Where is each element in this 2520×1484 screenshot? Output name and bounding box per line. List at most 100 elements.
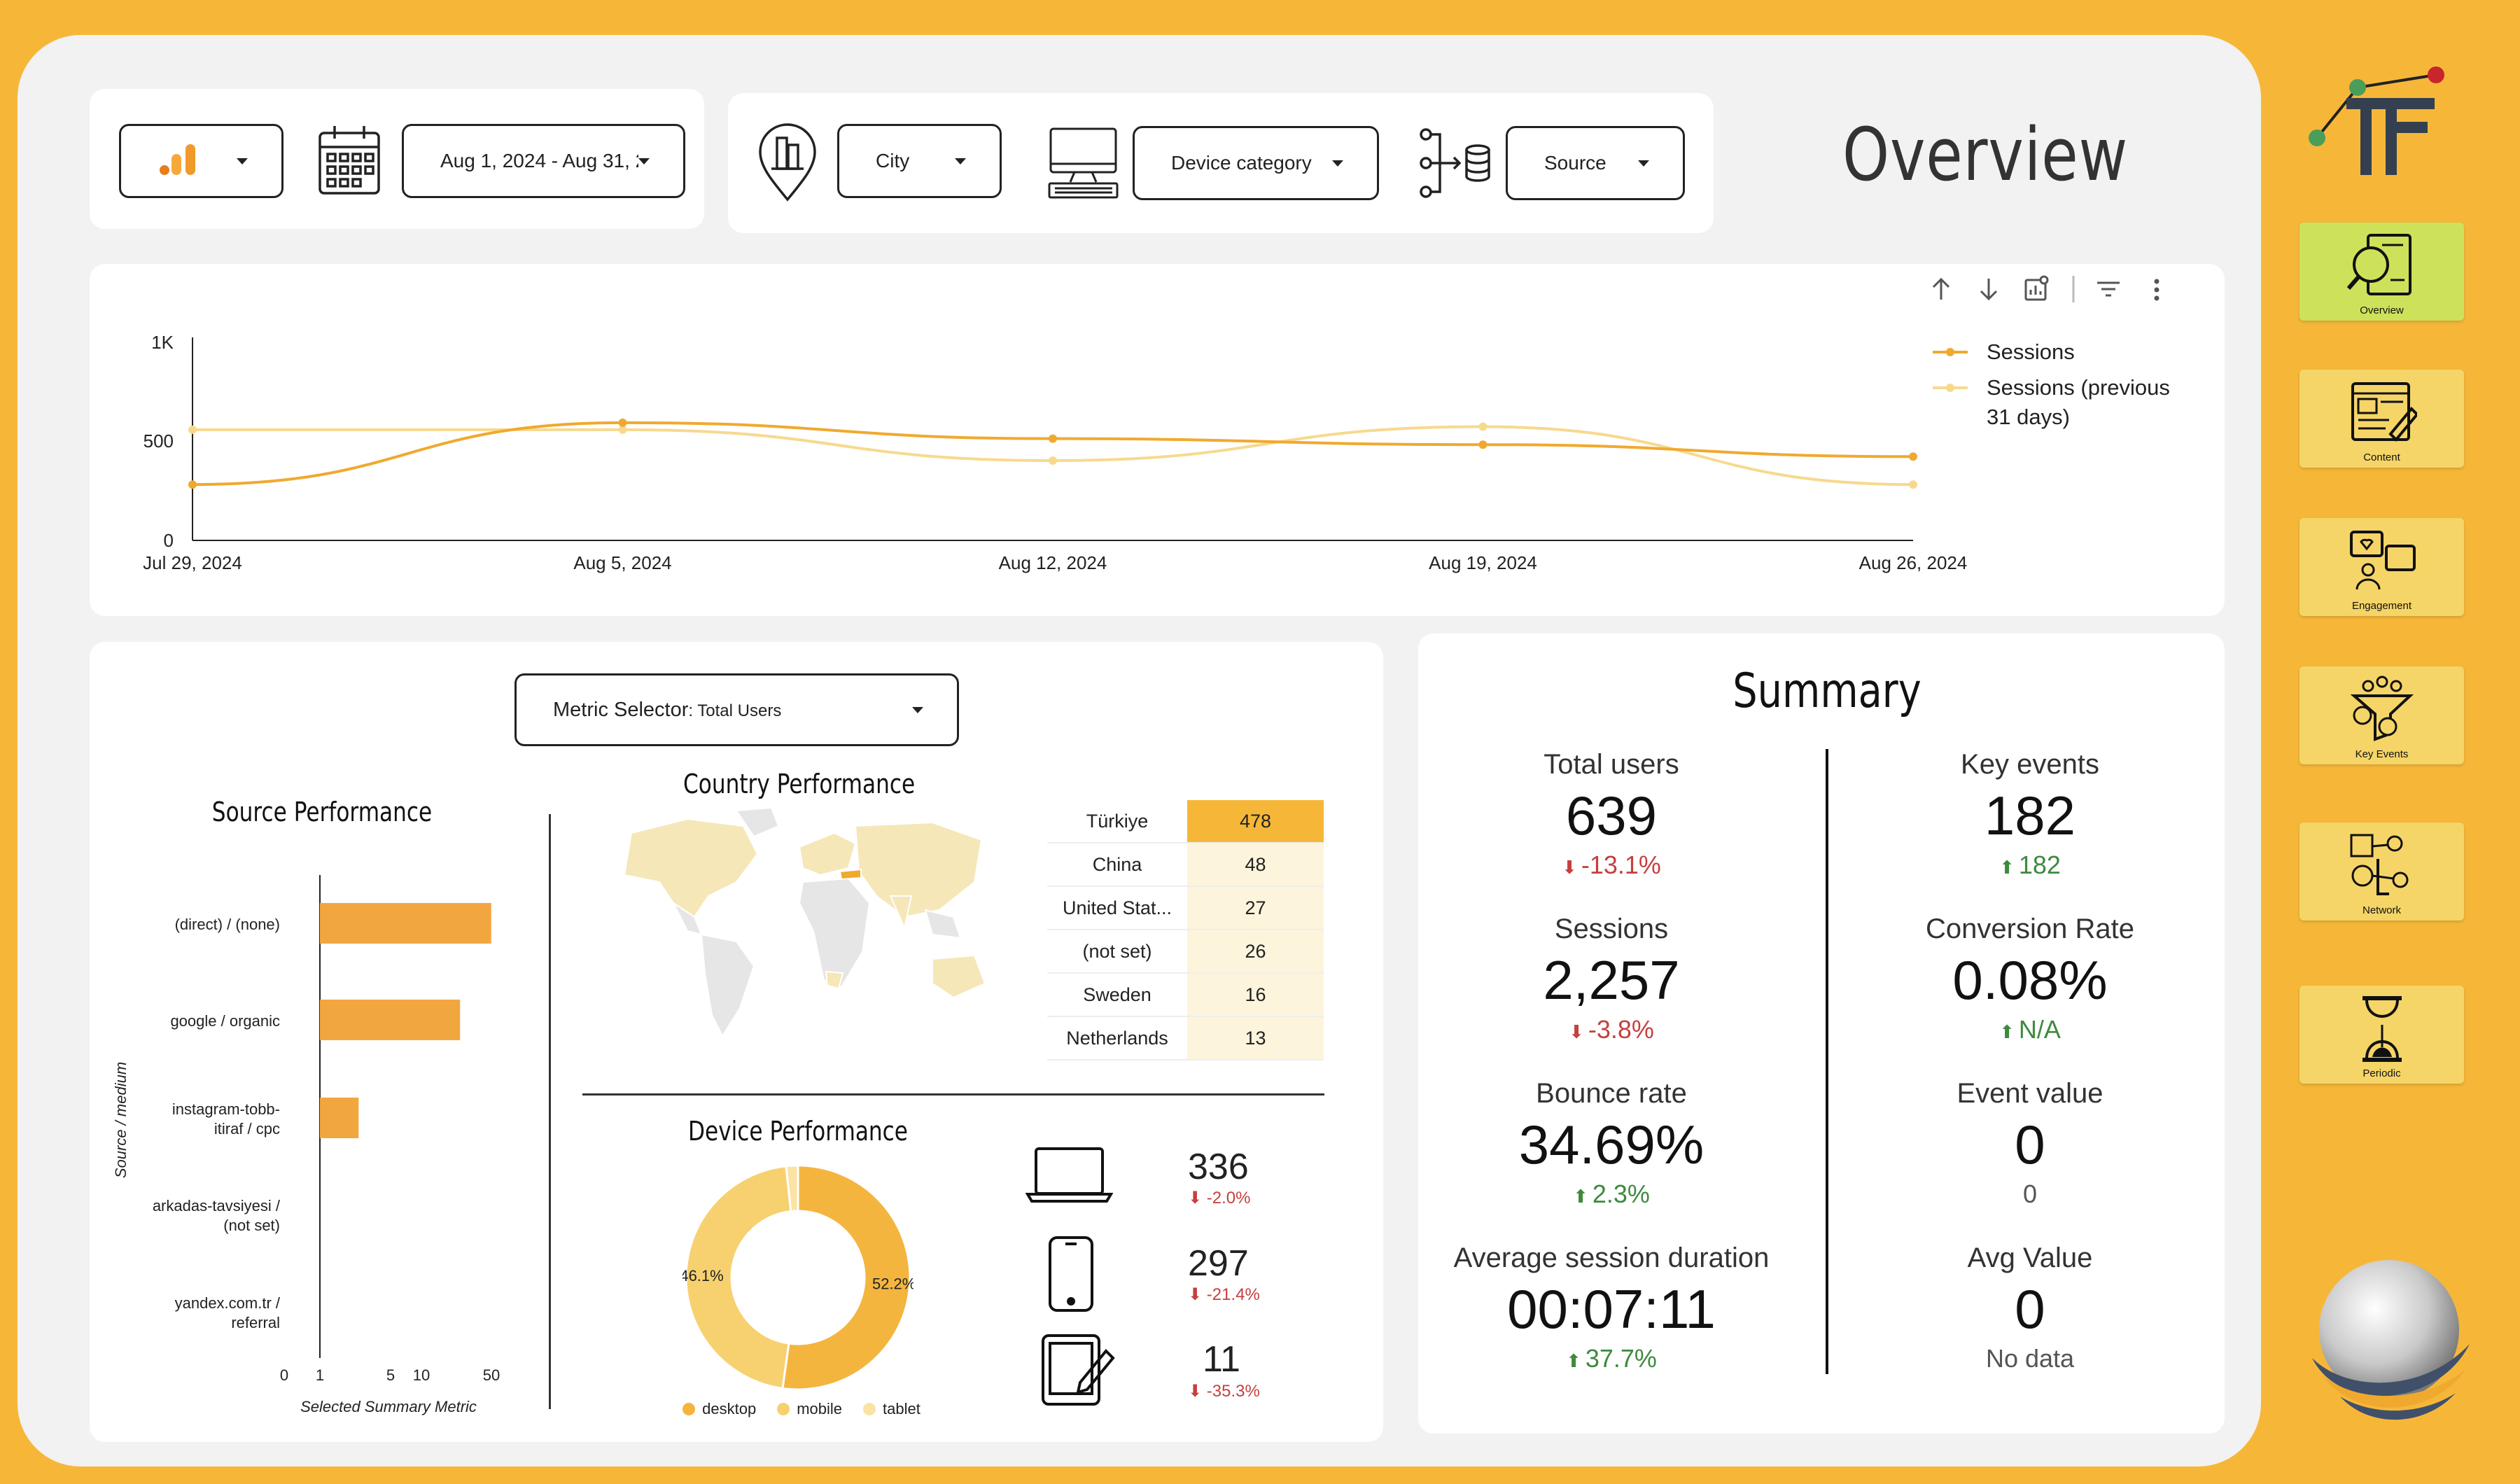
metric-label: Sessions	[1554, 913, 1669, 944]
nav-item-engagement[interactable]: Engagement	[2300, 518, 2464, 616]
donut-slice-mobile[interactable]	[685, 1165, 792, 1390]
nav-item-label: Overview	[2360, 304, 2404, 316]
city-dropdown[interactable]: City	[837, 124, 1002, 198]
x-tick-label: Aug 19, 2024	[1429, 552, 1537, 573]
date-range-dropdown[interactable]: Aug 1, 2024 - Aug 31, 2	[402, 124, 685, 198]
source-performance-title: Source Performance	[211, 797, 433, 827]
map-south-america	[700, 933, 755, 1038]
legend-previous-line2: 31 days)	[1987, 405, 2070, 429]
x-tick-label: Aug 26, 2024	[1859, 552, 1968, 573]
series-point-1[interactable]	[1049, 456, 1057, 465]
y-tick-label: 500	[144, 430, 174, 451]
map-south-africa	[825, 970, 844, 990]
map-asia	[854, 821, 983, 918]
country-value: 27	[1187, 886, 1324, 930]
metric-value: 0.08%	[1952, 949, 2108, 1011]
series-point-1[interactable]	[1909, 480, 1917, 489]
chevron-down-icon	[237, 158, 248, 164]
summary-divider	[1826, 749, 1828, 1374]
country-name: China	[1047, 843, 1187, 887]
nav-item-content[interactable]: Content	[2300, 370, 2464, 468]
nav-item-overview[interactable]: Overview	[2300, 223, 2464, 321]
source-category-label: (not set)	[223, 1217, 280, 1234]
metric-label: Conversion Rate	[1926, 913, 2134, 944]
arrow-up-icon[interactable]	[1932, 277, 1950, 300]
nav-item-network[interactable]: Network	[2300, 822, 2464, 920]
metric-selector-value: : Total Users	[688, 701, 782, 720]
series-point-0[interactable]	[1478, 440, 1488, 449]
source-category-label: google / organic	[170, 1012, 280, 1030]
device-category-dropdown[interactable]: Device category	[1133, 126, 1379, 200]
source-bar-chart: Source / medium Selected Summary Metric …	[112, 875, 500, 1415]
metric-delta: 0	[1848, 1180, 2212, 1209]
legend-dot	[777, 1403, 790, 1415]
vertical-divider	[549, 814, 551, 1409]
metric-delta: ⬇ -3.8%	[1429, 1015, 1793, 1044]
series-point-1[interactable]	[618, 425, 627, 434]
legend-item-tablet[interactable]: tablet	[863, 1400, 920, 1418]
tablet-icon	[1040, 1334, 1116, 1410]
metric-value: 2,257	[1543, 949, 1680, 1011]
legend-item-mobile[interactable]: mobile	[777, 1400, 842, 1418]
metric-delta-value: N/A	[2018, 1015, 2061, 1044]
table-row[interactable]: (not set) 26	[1047, 930, 1324, 974]
analytics-account-dropdown[interactable]	[119, 124, 284, 198]
legend-item-desktop[interactable]: desktop	[682, 1400, 756, 1418]
source-dropdown-label: Source	[1544, 152, 1606, 174]
source-x-tick: 10	[413, 1366, 430, 1384]
chart-settings-icon[interactable]	[2024, 275, 2049, 301]
donut-slice-desktop[interactable]	[781, 1164, 911, 1391]
donut-slice-tablet[interactable]	[785, 1164, 799, 1213]
series-point-0[interactable]	[618, 418, 627, 427]
table-row[interactable]: Netherlands 13	[1047, 1016, 1324, 1060]
nav-item-label: Key Events	[2355, 748, 2409, 760]
source-bar[interactable]	[320, 1000, 461, 1040]
chevron-down-icon	[1638, 160, 1649, 167]
brand-logo	[2303, 64, 2460, 190]
table-row[interactable]: China 48	[1047, 843, 1324, 887]
mobile-sessions-delta: ⬇ -21.4%	[1188, 1285, 1260, 1304]
chevron-down-icon	[1332, 160, 1343, 167]
filter-icon[interactable]	[2097, 281, 2120, 297]
legend-label: mobile	[797, 1400, 843, 1418]
legend-swatch-previous-dot	[1946, 384, 1954, 392]
series-point-0[interactable]	[1909, 452, 1917, 461]
source-bar[interactable]	[320, 903, 491, 944]
tablet-sessions-delta: ⬇ -35.3%	[1188, 1382, 1260, 1401]
metric-value: 34.69%	[1518, 1114, 1704, 1175]
metric-label: Bounce rate	[1536, 1078, 1687, 1109]
x-tick-label: Jul 29, 2024	[143, 552, 242, 573]
source-category-label: arkadas-tavsiyesi /	[153, 1197, 281, 1214]
device-donut-chart: 52.2% 46.1%	[682, 1164, 913, 1391]
table-row[interactable]: United Stat... 27	[1047, 886, 1324, 930]
table-row[interactable]: Sweden 16	[1047, 973, 1324, 1017]
series-point-0[interactable]	[188, 480, 197, 489]
source-xlabel: Selected Summary Metric	[300, 1398, 477, 1415]
series-point-1[interactable]	[1478, 422, 1488, 431]
nav-item-label: Engagement	[2351, 600, 2412, 612]
calendar-icon	[316, 123, 383, 200]
legend-dot	[682, 1403, 696, 1415]
laptop-sessions-delta: ⬇ -2.0%	[1188, 1189, 1251, 1208]
source-x-tick: 0	[280, 1366, 288, 1384]
metric-delta: No data	[1848, 1344, 2212, 1373]
table-row[interactable]: Türkiye 478	[1047, 800, 1324, 844]
x-tick-label: Aug 12, 2024	[999, 552, 1107, 573]
series-point-1[interactable]	[188, 425, 197, 434]
nav-item-key-events[interactable]: Key Events	[2300, 666, 2464, 764]
nav-item-periodic[interactable]: Periodic	[2300, 986, 2464, 1084]
legend-swatch-sessions-dot	[1946, 348, 1954, 356]
source-bar[interactable]	[320, 1098, 359, 1138]
source-category-label: referral	[231, 1314, 280, 1331]
google-analytics-icon	[158, 141, 200, 181]
mobile-phone-icon	[1046, 1236, 1096, 1316]
country-performance-title: Country Performance	[683, 769, 916, 799]
legend-sessions: Sessions	[1987, 340, 2075, 364]
metric-selector-dropdown[interactable]: Metric Selector: Total Users	[514, 673, 959, 746]
series-point-0[interactable]	[1049, 434, 1057, 443]
nav-item-label: Content	[2363, 451, 2400, 463]
more-vert-icon[interactable]	[2154, 279, 2160, 301]
arrow-down-icon[interactable]	[1980, 279, 1998, 301]
device-legend: desktop mobile tablet	[662, 1400, 941, 1418]
source-dropdown[interactable]: Source	[1506, 126, 1685, 200]
